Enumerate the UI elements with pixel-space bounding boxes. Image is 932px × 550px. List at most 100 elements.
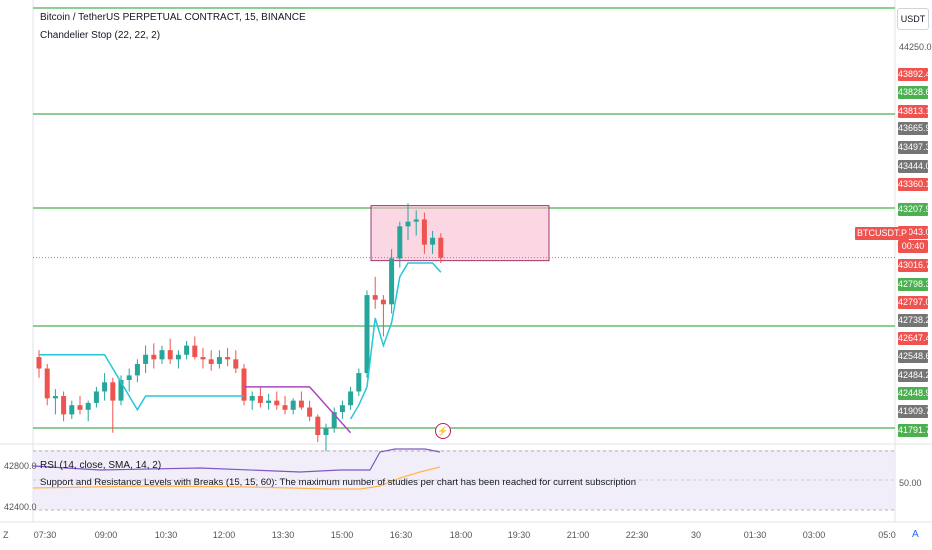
candle-body: [380, 299, 386, 305]
candle-body: [126, 375, 132, 380]
candle-body: [413, 219, 419, 222]
candle-body: [110, 382, 116, 401]
chandelier-stop-short: [244, 386, 352, 434]
price-tag: 42484.2: [898, 369, 931, 382]
candle-body: [438, 237, 444, 258]
candle-body: [69, 405, 75, 415]
time-axis-label: 18:00: [449, 530, 473, 540]
candle-body: [61, 396, 67, 415]
price-tag: 00:40: [898, 240, 928, 253]
auto-scale-icon[interactable]: A: [912, 529, 919, 540]
candle-body: [266, 400, 272, 403]
rsi-legend[interactable]: RSI (14, close, SMA, 14, 2): [40, 460, 162, 471]
rsi-ma-line: [32, 466, 441, 490]
time-axis-label: 19:30: [507, 530, 531, 540]
candle-body: [93, 391, 99, 403]
rsi-mid-label: 50.00: [899, 478, 922, 488]
studies-limit-message: Support and Resistance Levels with Break…: [40, 477, 636, 488]
candle-body: [192, 345, 198, 358]
candle-body: [290, 400, 296, 410]
candle-body: [184, 345, 190, 355]
price-tag: 43828.6: [898, 86, 931, 99]
candle-body: [372, 295, 378, 300]
rsi-band: [33, 450, 895, 510]
candle-body: [225, 357, 231, 360]
chandelier-stop-long: [39, 354, 244, 412]
time-axis-label: 05:0: [878, 530, 896, 540]
candle-body: [151, 354, 157, 360]
time-axis-label: 30: [690, 530, 702, 540]
candle-body: [307, 407, 313, 417]
candle-body: [389, 258, 395, 305]
candle-body: [44, 368, 50, 399]
candle-body: [364, 295, 370, 374]
price-tag: 43360.1: [898, 178, 931, 191]
time-axis-label: 01:30: [743, 530, 767, 540]
rsi-line: [32, 448, 441, 473]
candle-body: [339, 405, 345, 413]
candle-body: [102, 382, 108, 392]
candle-body: [200, 357, 206, 360]
price-tag: 42647.4: [898, 332, 931, 345]
symbol-tag: BTCUSDT.P: [855, 227, 910, 240]
timezone-icon[interactable]: Z: [3, 530, 9, 540]
price-tag: 41909.7: [898, 405, 931, 418]
currency-button[interactable]: USDT: [897, 8, 929, 30]
price-tag: 41791.7: [898, 424, 931, 437]
candle-body: [167, 350, 173, 360]
time-axis-label: 12:00: [212, 530, 236, 540]
time-axis-label: 22:30: [625, 530, 649, 540]
time-axis-label: 15:00: [330, 530, 354, 540]
candle-body: [315, 416, 321, 436]
candle-body: [208, 359, 214, 364]
candle-body: [282, 405, 288, 410]
candle-body: [85, 402, 91, 410]
candle-body: [52, 396, 58, 399]
candle-body: [175, 354, 181, 360]
price-tag: 43665.9: [898, 122, 931, 135]
candle-body: [134, 363, 140, 376]
price-tag: 42448.9: [898, 387, 931, 400]
candle-body: [430, 237, 436, 245]
time-axis-label: 07:30: [33, 530, 57, 540]
candle-body: [118, 379, 124, 401]
candle-body: [143, 354, 149, 364]
time-axis-label: 09:00: [94, 530, 118, 540]
candle-body: [36, 357, 42, 369]
chandelier-stop-long-recent: [349, 262, 442, 420]
candle-body: [331, 412, 337, 429]
price-scale-top-label: 44250.0: [899, 42, 932, 52]
candle-body: [348, 391, 354, 406]
candle-body: [397, 226, 403, 259]
flash-icon[interactable]: ⚡: [435, 423, 451, 439]
indicator-legend-chandelier[interactable]: Chandelier Stop (22, 22, 2): [40, 30, 161, 41]
candle-body: [356, 373, 362, 392]
candle-body: [405, 221, 411, 227]
candle-body: [298, 400, 304, 408]
candle-body: [257, 396, 263, 403]
price-tag: 43444.0: [898, 160, 931, 173]
candle-body: [216, 357, 222, 364]
price-tag: 43813.1: [898, 105, 931, 118]
price-tag: 43016.7: [898, 259, 931, 272]
candle-body: [77, 405, 83, 410]
price-tag: 43207.9: [898, 203, 931, 216]
candle-body: [249, 396, 255, 401]
candle-body: [241, 368, 247, 401]
price-tag: 42738.2: [898, 314, 931, 327]
time-axis-label: 10:30: [154, 530, 178, 540]
time-axis-label: 16:30: [389, 530, 413, 540]
candle-body: [421, 219, 427, 245]
candle-body: [159, 350, 165, 360]
time-axis-label: 21:00: [566, 530, 590, 540]
candle-body: [233, 359, 239, 369]
candle-body: [274, 400, 280, 406]
price-tag: 42798.3: [898, 278, 931, 291]
left-scale-label-1: 42800.0: [4, 461, 37, 471]
left-scale-label-2: 42400.0: [4, 502, 37, 512]
time-axis-label: 13:30: [271, 530, 295, 540]
chart-title: Bitcoin / TetherUS PERPETUAL CONTRACT, 1…: [40, 12, 306, 23]
candle-body: [323, 428, 329, 436]
price-tag: 42797.0: [898, 296, 931, 309]
